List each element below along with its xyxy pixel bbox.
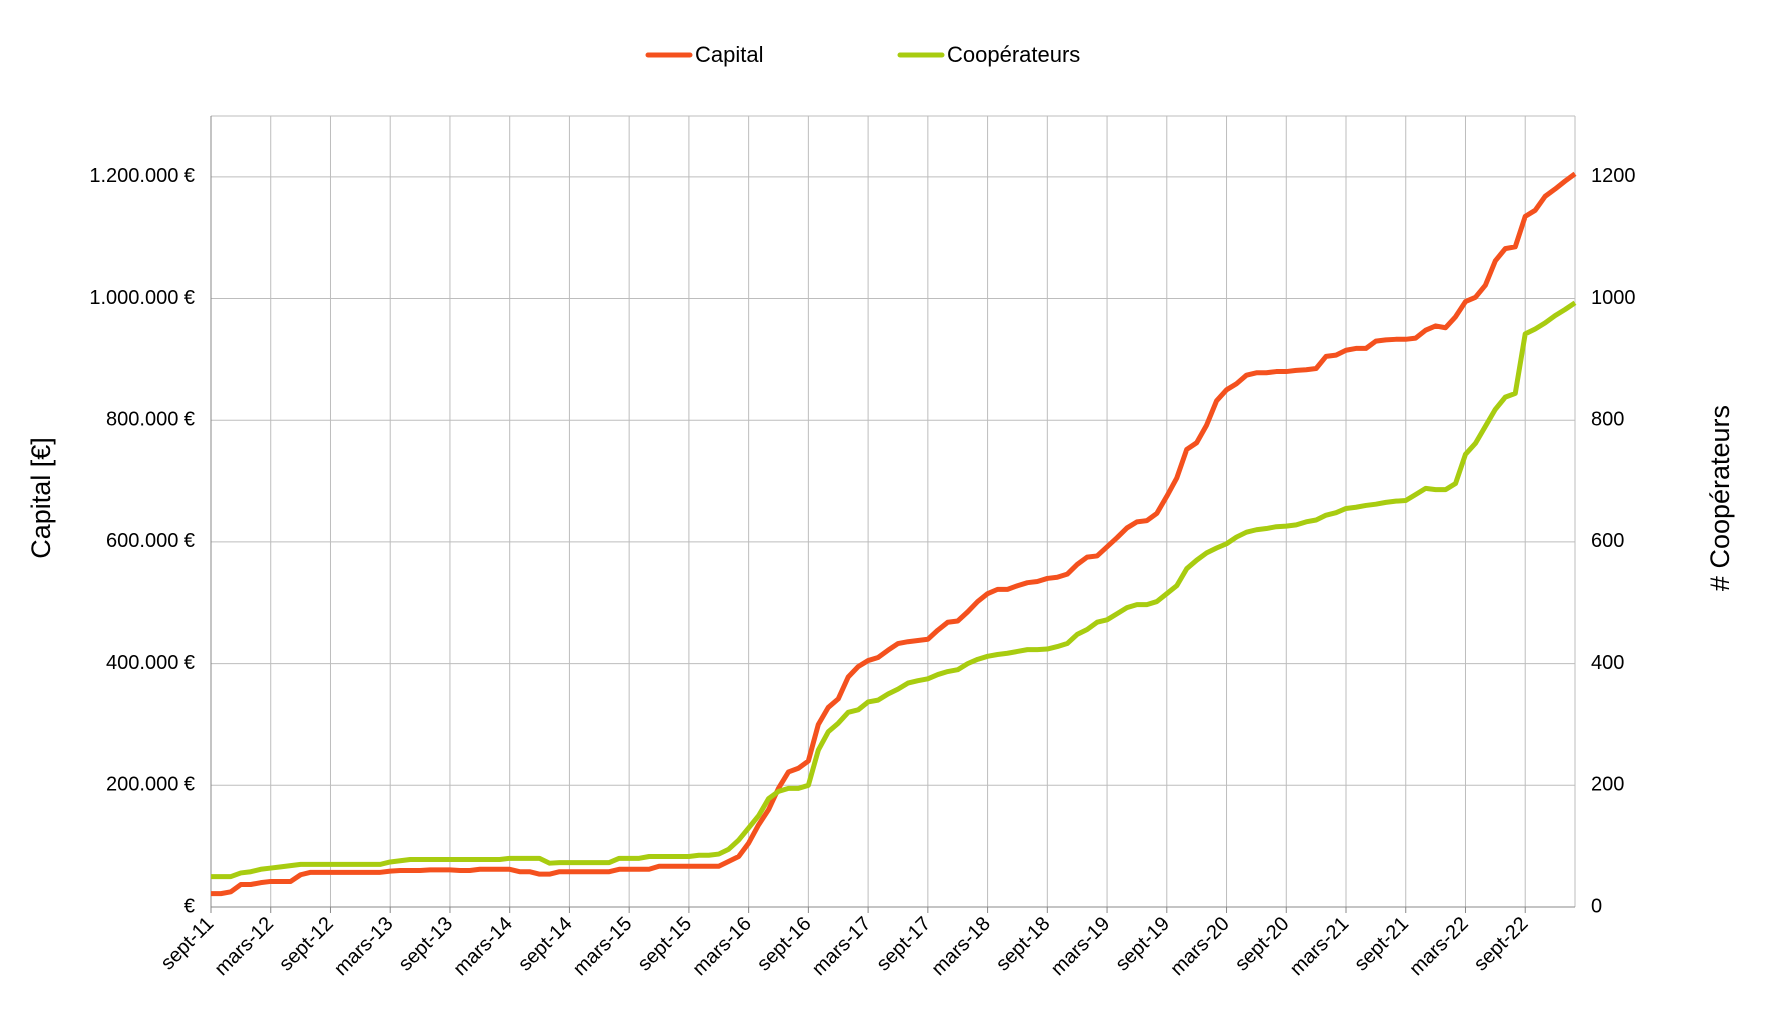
y-tick-label: 400.000 € [106, 652, 195, 674]
y-tick-label: € [184, 895, 195, 917]
y2-tick-label: 1200 [1591, 165, 1636, 187]
y2-tick-label: 600 [1591, 530, 1624, 552]
series-line [211, 300, 1577, 880]
y-axis-title: Capital [€] [26, 437, 56, 559]
y-tick-label: 1.200.000 € [89, 165, 195, 187]
y-tick-label: 200.000 € [106, 774, 195, 796]
series-line [211, 171, 1577, 897]
y2-tick-label: 1000 [1591, 287, 1636, 309]
y-tick-label: 800.000 € [106, 409, 195, 431]
y2-tick-label: 0 [1591, 895, 1602, 917]
legend-label: Coopérateurs [947, 42, 1080, 67]
y-tick-label: 600.000 € [106, 530, 195, 552]
y2-tick-label: 200 [1591, 774, 1624, 796]
y2-tick-label: 800 [1591, 409, 1624, 431]
legend-label: Capital [695, 42, 763, 67]
y-tick-label: 1.000.000 € [89, 287, 195, 309]
y2-tick-label: 400 [1591, 652, 1624, 674]
y2-axis-title: # Coopérateurs [1705, 405, 1735, 591]
